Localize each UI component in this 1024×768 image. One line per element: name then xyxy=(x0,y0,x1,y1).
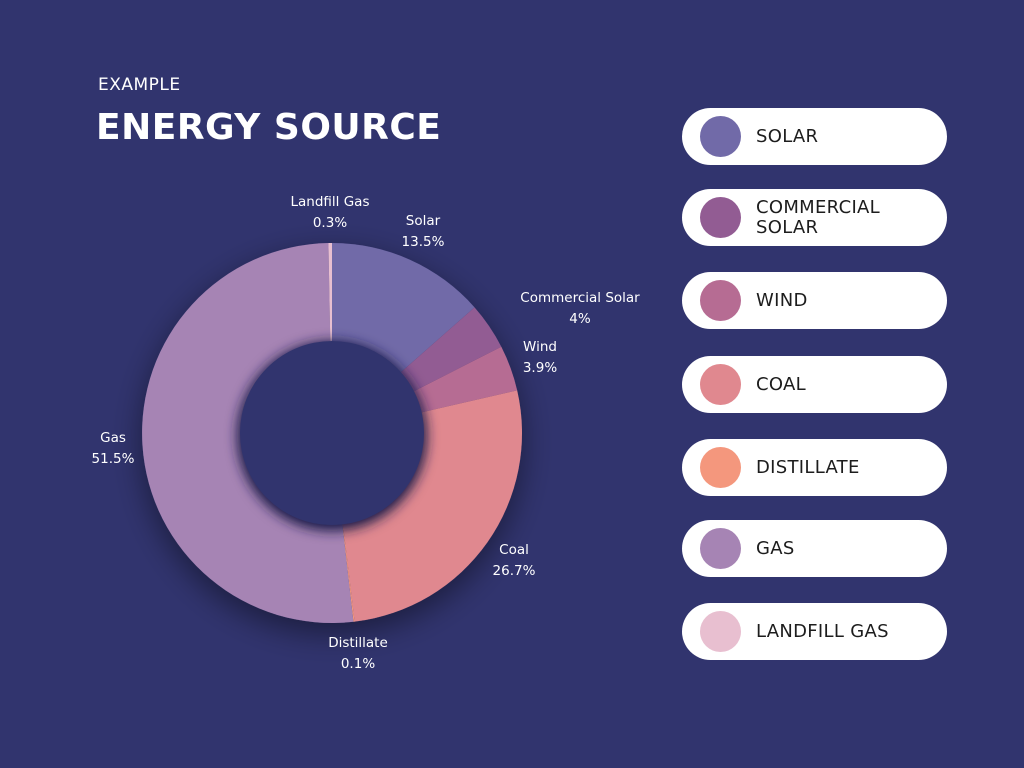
data-label-gas: Gas 51.5% xyxy=(28,428,198,470)
data-label-name: Landfill Gas xyxy=(290,194,370,210)
data-label-name: Gas xyxy=(100,430,126,446)
chart-title: ENERGY SOURCE xyxy=(96,107,442,148)
data-label-value: 13.5% xyxy=(401,234,445,250)
data-label-value: 0.3% xyxy=(312,215,348,231)
data-label-value: 0.1% xyxy=(340,656,376,672)
legend-item-wind: WIND xyxy=(682,272,947,329)
data-label-name: Commercial Solar xyxy=(520,290,640,306)
legend-label: LANDFILL GAS xyxy=(756,620,889,642)
chart-subtitle: EXAMPLE xyxy=(98,75,181,95)
legend-label: COMMERCIAL SOLAR xyxy=(756,196,880,238)
data-label-wind: Wind 3.9% xyxy=(455,337,625,379)
legend-swatch xyxy=(700,280,741,321)
legend-swatch xyxy=(700,447,741,488)
legend-item-landfill-gas: LANDFILL GAS xyxy=(682,603,947,660)
data-label-name: Wind xyxy=(523,339,557,355)
legend-swatch xyxy=(700,528,741,569)
data-label-value: 51.5% xyxy=(91,451,135,467)
legend-swatch xyxy=(700,364,741,405)
legend-item-coal: COAL xyxy=(682,356,947,413)
donut-hole xyxy=(240,341,424,525)
data-label-value: 4% xyxy=(569,311,591,327)
data-label-name: Distillate xyxy=(328,635,388,651)
legend-swatch xyxy=(700,116,741,157)
data-label-name: Solar xyxy=(405,213,441,229)
legend-item-gas: GAS xyxy=(682,520,947,577)
legend-item-commercial-solar: COMMERCIAL SOLAR xyxy=(682,189,947,246)
data-label-name: Coal xyxy=(499,542,529,558)
legend-label: DISTILLATE xyxy=(756,456,860,478)
legend-item-solar: SOLAR xyxy=(682,108,947,165)
legend-label: COAL xyxy=(756,373,806,395)
data-label-coal: Coal 26.7% xyxy=(429,540,599,582)
data-label-distillate: Distillate 0.1% xyxy=(273,633,443,675)
legend-swatch xyxy=(700,197,741,238)
data-label-commercial-solar: Commercial Solar 4% xyxy=(495,288,665,330)
legend-swatch xyxy=(700,611,741,652)
legend-item-distillate: DISTILLATE xyxy=(682,439,947,496)
data-label-landfill-gas: Landfill Gas 0.3% xyxy=(245,192,415,234)
legend-label: WIND xyxy=(756,289,808,311)
legend-label: SOLAR xyxy=(756,125,819,147)
data-label-value: 3.9% xyxy=(522,360,558,376)
data-label-value: 26.7% xyxy=(492,563,536,579)
legend-label: GAS xyxy=(756,537,795,559)
data-label-solar: Solar 13.5% xyxy=(338,211,508,253)
